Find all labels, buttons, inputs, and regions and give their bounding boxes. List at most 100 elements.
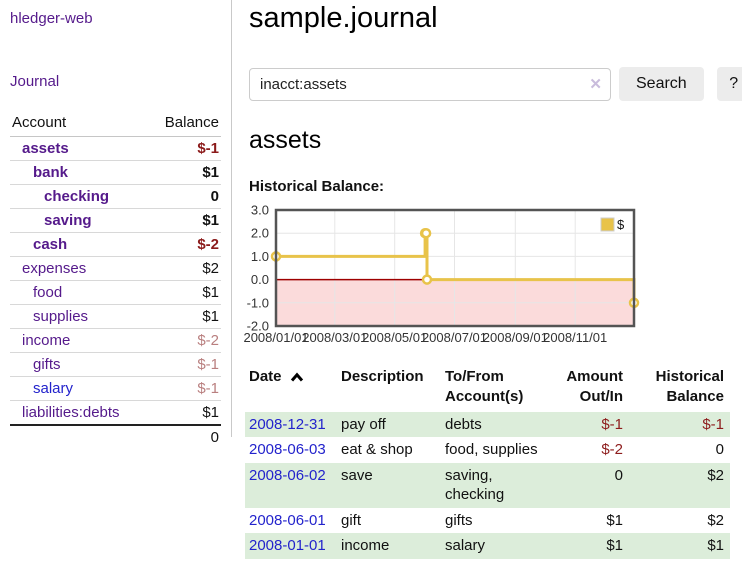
account-link[interactable]: expenses: [22, 260, 87, 277]
account-row: cash $-2: [10, 232, 221, 257]
historical-balance-chart: 3.0 2.0 1.0 0.0 -1.0 -2.02008/01/012008/03/01…: [243, 203, 640, 345]
account-link[interactable]: liabilities:debts: [22, 404, 120, 421]
account-link[interactable]: bank: [33, 164, 69, 181]
search-input[interactable]: [249, 67, 611, 101]
account-balance: $2: [147, 256, 221, 281]
transaction-row: 2008-12-31 pay off debts $-1 $-1: [245, 411, 730, 438]
account-heading: assets: [249, 126, 322, 154]
account-row: bank $1: [10, 160, 221, 185]
legend-swatch: [600, 217, 615, 232]
account-row: expenses $2: [10, 256, 221, 281]
account-balance: $-1: [197, 140, 219, 157]
transaction-date-link[interactable]: 2008-06-03: [249, 441, 326, 459]
app-title-link[interactable]: hledger-web: [10, 10, 93, 27]
account-row: checking 0: [10, 184, 221, 209]
legend-label: $: [617, 217, 625, 232]
account-balance: $1: [147, 208, 221, 233]
account-balance: $-2: [147, 328, 221, 353]
account-link[interactable]: salary: [33, 380, 74, 397]
journal-link[interactable]: Journal: [10, 73, 60, 90]
account-row: income $-2: [10, 328, 221, 353]
transaction-row: 2008-06-02 save saving, checking 0 $2: [245, 462, 730, 508]
account-row: salary $-1: [10, 376, 221, 401]
account-balance: $1: [147, 304, 221, 329]
account-link[interactable]: gifts: [33, 356, 61, 373]
transaction-amount: 0: [557, 462, 631, 508]
transaction-description: income: [341, 533, 445, 559]
accounts-total-balance: 0: [147, 424, 221, 449]
x-tick-label: 2008/05/01: [362, 330, 427, 345]
search-button[interactable]: Search: [619, 67, 704, 101]
account-link[interactable]: cash: [33, 236, 68, 253]
sidebar: hledger-web Journal Account Balance asse…: [0, 0, 232, 449]
search-form: ✕ Search ?: [249, 67, 742, 101]
balance-column-header: Balance: [147, 111, 221, 137]
y-tick-label: -2.0: [247, 319, 269, 334]
account-link[interactable]: saving: [44, 212, 92, 229]
account-balance: $1: [147, 160, 221, 185]
account-row: supplies $1: [10, 304, 221, 329]
x-tick-label: 2008/11/01: [543, 330, 607, 345]
account-link[interactable]: assets: [22, 140, 69, 157]
journal-nav: Journal: [10, 73, 221, 90]
transaction-row: 2008-01-01 income salary $1 $1: [245, 533, 730, 559]
column-header-acct: To/From Account(s): [445, 368, 524, 405]
transaction-date-link[interactable]: 2008-01-01: [249, 537, 326, 555]
accounts-table: Account Balance assets $-1 bank $1 checking 0…: [10, 111, 221, 449]
account-row: gifts $-1: [10, 352, 221, 377]
account-row: liabilities:debts $1: [10, 400, 221, 425]
transaction-description: save: [341, 462, 445, 508]
transaction-amount: $1: [606, 511, 623, 529]
transaction-row: 2008-06-03 eat & shop food, supplies $-2 0: [245, 437, 730, 463]
transactions-header-row: Date Description To/From Account(s) Amount…: [245, 365, 730, 412]
x-tick-label: 2008/01/01: [243, 330, 308, 345]
account-row: assets $-1: [10, 137, 221, 161]
transaction-description: pay off: [341, 411, 445, 438]
transaction-balance: $1: [631, 533, 730, 559]
column-header-amt: Amount Out/In: [566, 368, 623, 405]
transaction-accounts: debts: [445, 411, 557, 438]
account-link[interactable]: supplies: [33, 308, 89, 325]
transaction-amount: $1: [557, 533, 631, 559]
account-balance: $-1: [147, 352, 221, 377]
app-brand: hledger-web: [10, 10, 221, 27]
page-title: sample.journal: [249, 2, 438, 34]
clear-search-icon[interactable]: ✕: [589, 75, 602, 93]
transactions-table: Date Description To/From Account(s) Amount…: [245, 365, 730, 559]
account-link[interactable]: checking: [44, 188, 110, 205]
account-column-header: Account: [10, 111, 148, 137]
transaction-balance: $2: [707, 511, 724, 529]
y-tick-label: 2.0: [251, 226, 269, 241]
account-row: food $1: [10, 280, 221, 305]
transaction-amount: $-2: [601, 441, 623, 459]
transaction-balance: $2: [631, 462, 730, 508]
x-tick-label: 2008/09/01: [483, 330, 548, 345]
account-balance: $1: [147, 400, 221, 425]
transaction-accounts: saving, checking: [445, 462, 557, 508]
transaction-date-link[interactable]: 2008-06-01: [249, 511, 326, 529]
transaction-date-link[interactable]: 2008-06-02: [249, 466, 326, 484]
account-balance: 0: [147, 184, 221, 209]
transaction-description: gift: [341, 511, 362, 529]
account-link[interactable]: food: [33, 284, 63, 301]
y-tick-label: 0.0: [251, 272, 269, 287]
transaction-amount: $-1: [557, 411, 631, 438]
account-balance: $-2: [147, 232, 221, 257]
search-box: ✕: [249, 67, 611, 101]
transaction-date-link[interactable]: 2008-12-31: [249, 415, 326, 433]
y-tick-label: 1.0: [251, 249, 269, 264]
x-tick-label: 2008/07/01: [422, 330, 487, 345]
column-header-date[interactable]: Date: [245, 365, 341, 412]
column-header-desc: Description: [341, 368, 424, 385]
transaction-accounts: salary: [445, 533, 557, 559]
main-content: sample.journal ✕ Search ? assets Histori…: [232, 0, 742, 559]
help-button[interactable]: ?: [716, 67, 742, 101]
account-link[interactable]: income: [22, 332, 71, 349]
transaction-description: eat & shop: [341, 441, 413, 459]
data-point-marker: [420, 227, 432, 239]
transaction-balance: 0: [715, 441, 724, 459]
accounts-header-row: Account Balance: [10, 111, 221, 137]
account-balance: $-1: [147, 376, 221, 401]
transaction-balance: $-1: [631, 411, 730, 438]
transaction-accounts: food, supplies: [445, 441, 538, 459]
